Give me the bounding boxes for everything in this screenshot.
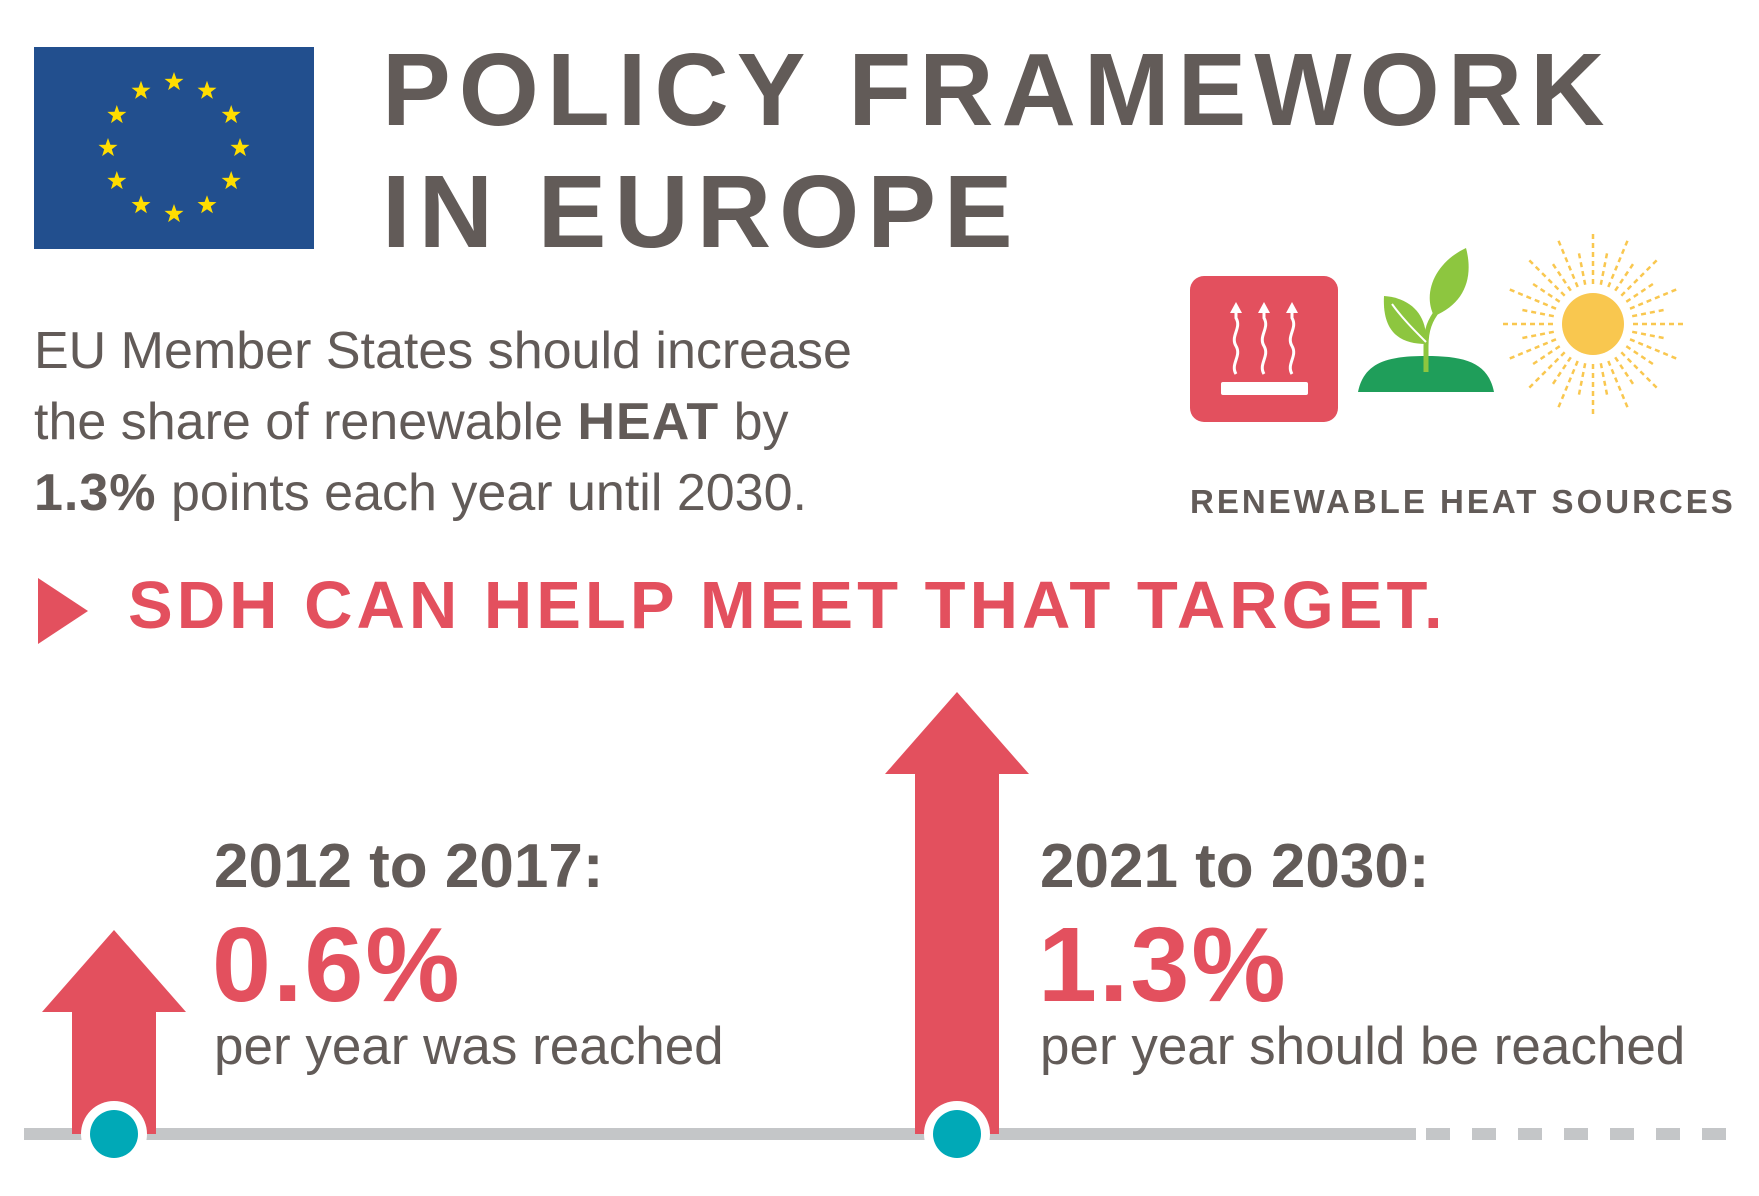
eu-star-icon — [230, 138, 250, 157]
sun-ray — [1556, 238, 1579, 288]
timeline-marker-2012 — [81, 1101, 147, 1167]
eu-star-icon — [164, 72, 184, 91]
eu-stars-icon — [98, 72, 250, 223]
eu-star-icon — [164, 204, 184, 223]
plant-sprout-icon — [1358, 248, 1494, 392]
sun-ray — [1507, 287, 1557, 310]
sun-ray — [1507, 338, 1557, 361]
sun-ray — [1577, 251, 1587, 286]
arrow-2021-2030 — [885, 692, 1029, 1134]
sun-ray — [1620, 258, 1659, 297]
milestone-1-period: 2012 to 2017: — [214, 832, 604, 901]
eu-star-icon — [197, 80, 217, 99]
intro-text-3: points each year until 2030. — [156, 464, 807, 522]
eu-star-icon — [131, 80, 151, 99]
sun-ray — [1599, 251, 1609, 286]
sun-icon — [1501, 234, 1685, 416]
sun-ray — [1577, 362, 1587, 397]
sun-ray — [1631, 308, 1666, 318]
cta-headline: SDH CAN HELP MEET THAT TARGET. — [128, 568, 1447, 643]
sun-ray — [1607, 360, 1630, 410]
eu-flag — [34, 47, 314, 249]
intro-emphasis-rate: 1.3% — [34, 464, 157, 522]
sun-ray — [1614, 261, 1636, 292]
intro-text-2: by — [719, 393, 789, 451]
arrow-2012-2017 — [42, 930, 186, 1134]
milestone-1-note: per year was reached — [214, 1017, 724, 1076]
sun-ray — [1550, 261, 1572, 292]
sun-ray — [1527, 351, 1566, 390]
milestone-1-rate: 0.6% — [212, 906, 462, 1024]
eu-star-icon — [197, 195, 217, 214]
heating-icon — [1190, 276, 1338, 422]
play-arrow-icon — [38, 578, 88, 644]
renewable-heat-sources-icons — [1190, 234, 1685, 422]
milestone-2-period: 2021 to 2030: — [1040, 832, 1430, 901]
sun-ray — [1520, 330, 1555, 340]
sun-ray — [1530, 345, 1561, 367]
sun-ray — [1599, 362, 1609, 397]
sun-ray — [1520, 308, 1555, 318]
intro-emphasis-heat: HEAT — [577, 393, 720, 451]
intro-paragraph: EU Member States should increase the sha… — [34, 316, 934, 529]
sun-ray — [1550, 356, 1572, 387]
timeline-marker-2021 — [924, 1101, 990, 1167]
eu-star-icon — [221, 105, 241, 124]
growth-timeline — [24, 692, 1728, 1167]
sun-ray — [1527, 258, 1566, 297]
eu-star-icon — [107, 171, 127, 190]
sources-label: RENEWABLE HEAT SOURCES — [1190, 483, 1736, 520]
sun-ray — [1631, 330, 1666, 340]
milestone-2-note: per year should be reached — [1040, 1017, 1686, 1076]
sun-ray — [1625, 345, 1656, 367]
sun-ray — [1530, 281, 1561, 303]
sun-ray — [1620, 351, 1659, 390]
milestone-2-rate: 1.3% — [1038, 906, 1288, 1024]
sun-ray — [1625, 281, 1656, 303]
sun-ray — [1629, 287, 1679, 310]
eu-star-icon — [221, 171, 241, 190]
page-title-line-2: IN EUROPE — [382, 154, 1021, 269]
page-title-line-1: POLICY FRAMEWORK — [382, 32, 1613, 147]
intro-text-1: EU Member States should increase the sha… — [34, 322, 852, 451]
eu-star-icon — [107, 105, 127, 124]
sun-ray — [1607, 238, 1630, 288]
sun-ray — [1614, 356, 1636, 387]
eu-star-icon — [98, 138, 118, 157]
sun-ray — [1629, 338, 1679, 361]
eu-star-icon — [131, 195, 151, 214]
sun-ray — [1556, 360, 1579, 410]
